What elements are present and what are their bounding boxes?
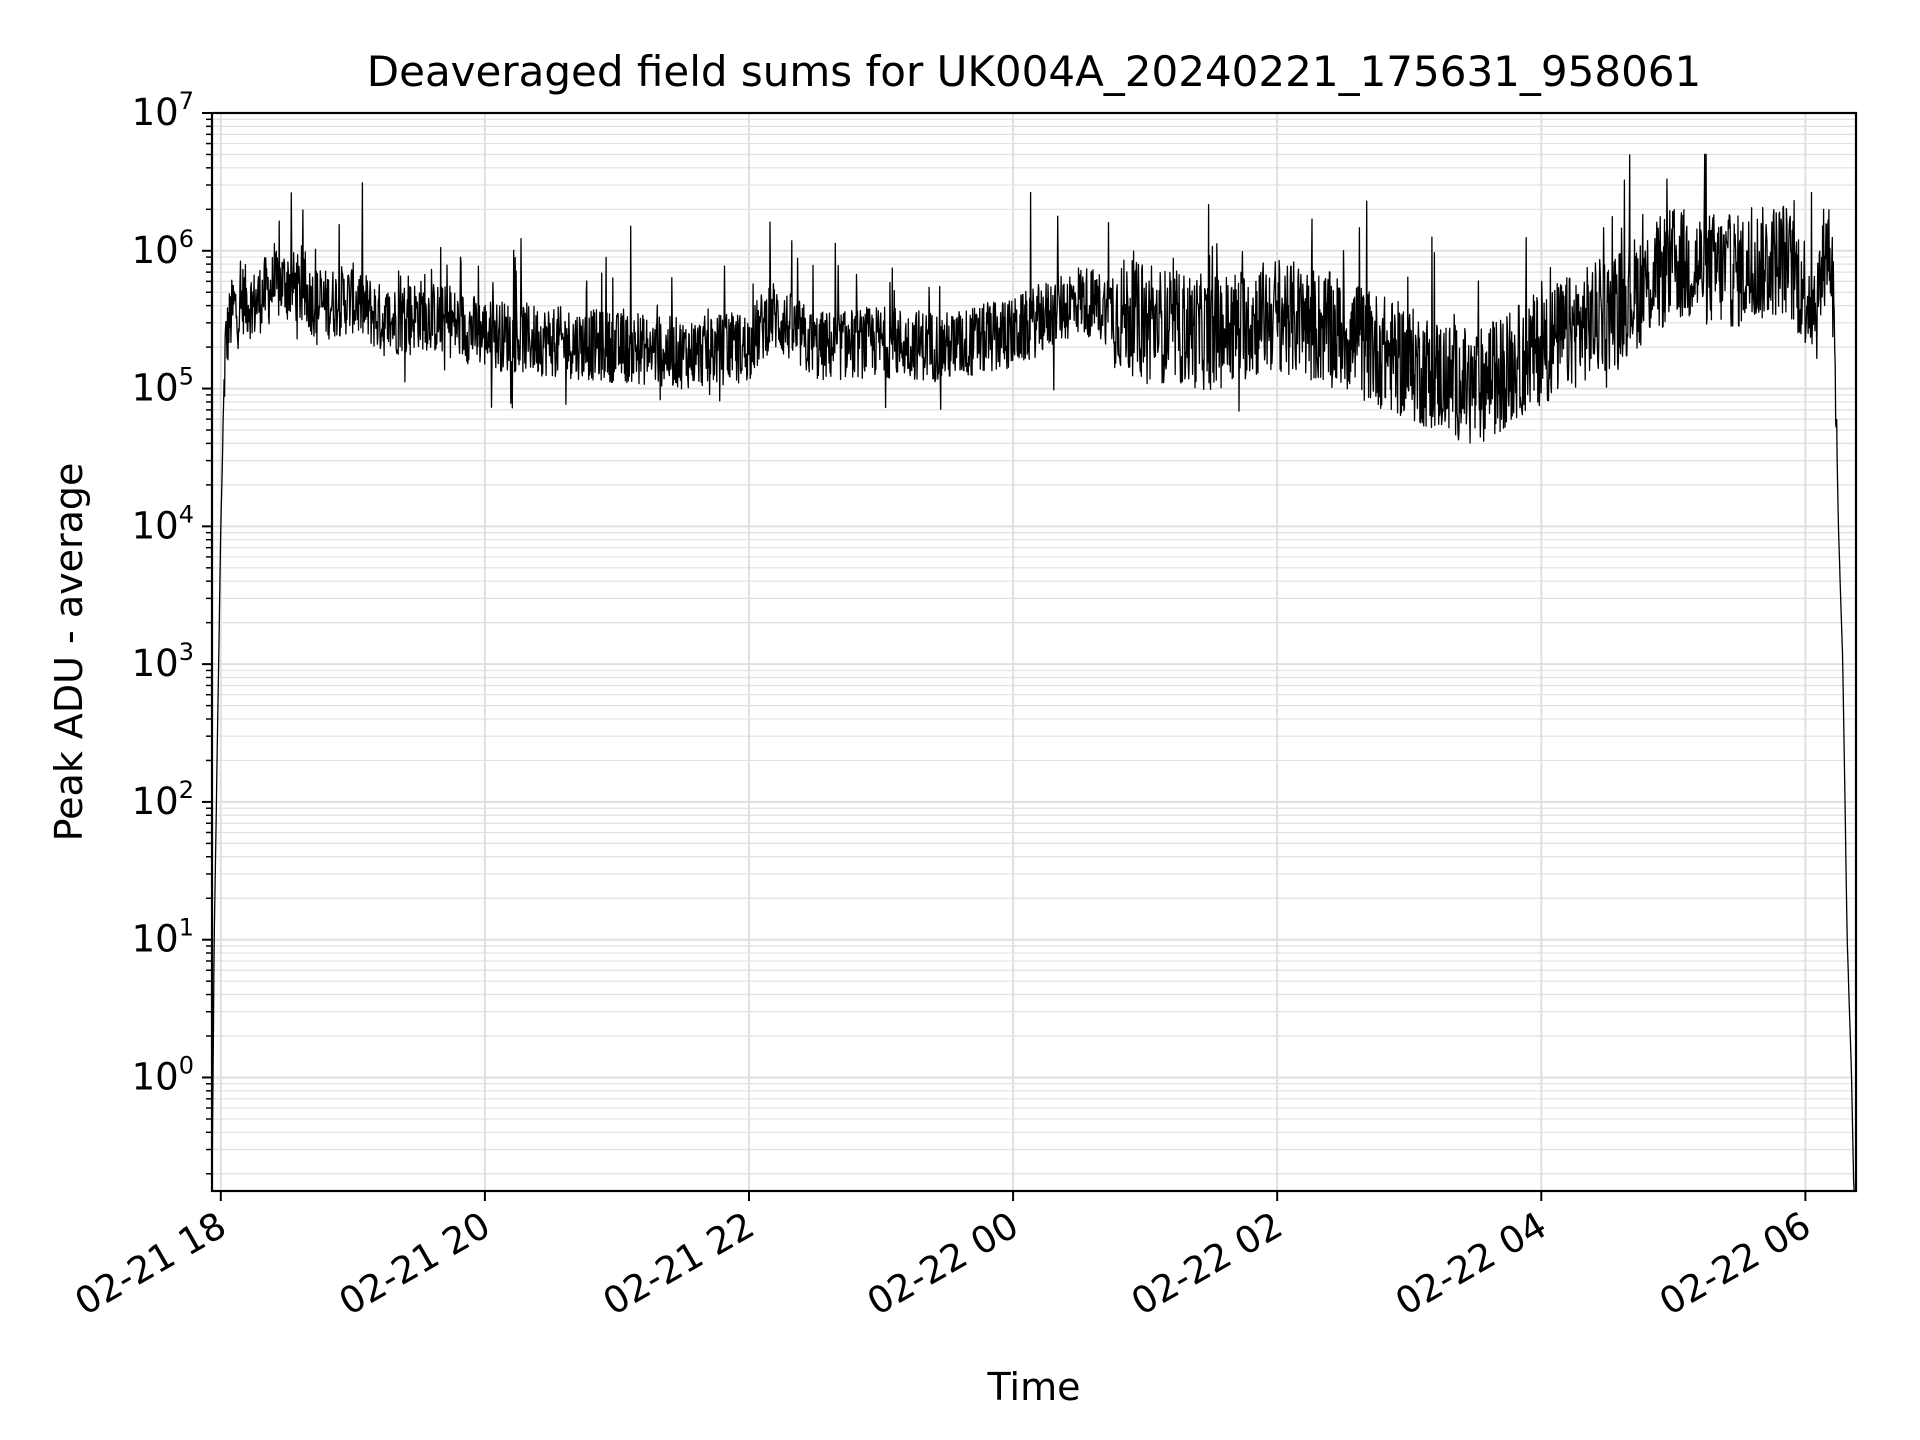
y-tick-label: 103: [132, 638, 194, 685]
y-axis-ticks: 100 101 102 103 104 105 106 107: [132, 87, 212, 1175]
y-tick-label: 102: [132, 776, 194, 823]
series-line-peak-adu: [211, 153, 1857, 1192]
y-tick-label: 104: [132, 500, 194, 547]
y-tick-label: 107: [132, 87, 194, 134]
y-tick-label: 105: [132, 363, 194, 410]
y-tick-label: 101: [132, 914, 194, 961]
y-tick-label: 100: [132, 1051, 194, 1098]
x-axis-label: Time: [987, 1365, 1081, 1409]
plot-frame: [210, 111, 1858, 1193]
y-axis-label: Peak ADU - average: [47, 463, 91, 842]
chart-title: Deaveraged field sums for UK004A_2024022…: [367, 47, 1701, 96]
minor-grid: [212, 118, 1856, 1175]
y-tick-label: 106: [132, 225, 194, 272]
